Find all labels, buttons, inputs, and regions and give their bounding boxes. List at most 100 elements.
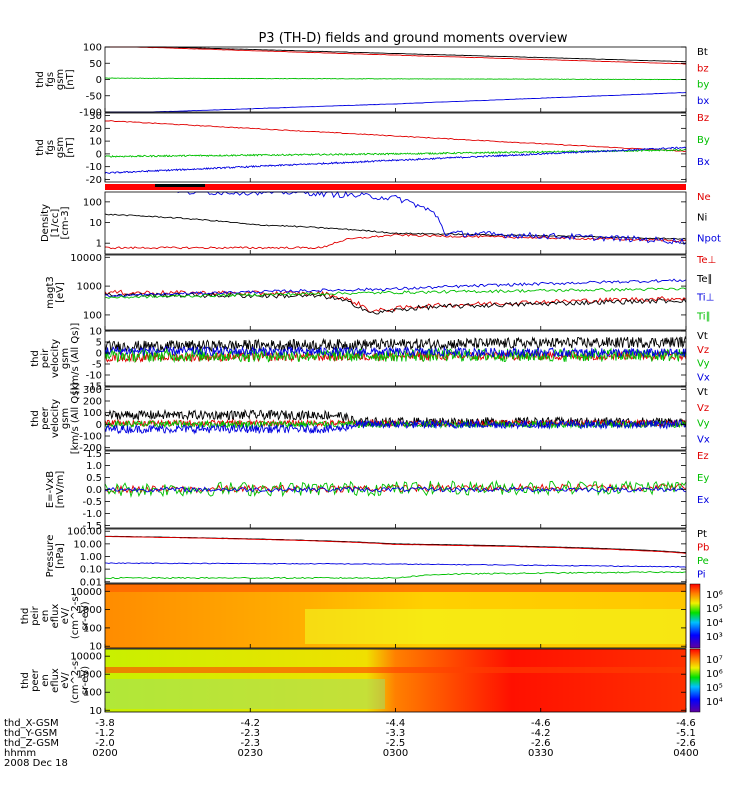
y-axis-label-line: peer: [30, 668, 41, 692]
legend-entry: bz: [697, 63, 709, 74]
y-axis-label-line: peir: [40, 348, 51, 368]
y-axis-label-line: thd: [20, 608, 31, 625]
legend-entry: Ex: [697, 495, 709, 506]
series-line: [104, 536, 687, 554]
y-tick-label: 1000: [77, 670, 102, 681]
y-axis-label-line: thd: [30, 350, 41, 367]
y-axis-label-line: eflux: [50, 668, 61, 693]
y-tick-label: -1.0: [82, 509, 102, 520]
y-axis-label-line: thd: [35, 71, 46, 88]
y-axis-label-line: velocity: [50, 399, 61, 438]
legend-entry: Pi: [697, 570, 706, 581]
y-tick-label: 0.01: [80, 577, 102, 588]
y-tick-label: 10: [89, 706, 102, 717]
colorbar-label: 10⁷: [706, 655, 723, 666]
legend-entry: bx: [697, 96, 709, 107]
legend-entry: Pb: [697, 543, 709, 554]
y-axis-label: E=-VxB[mV/m]: [45, 471, 66, 509]
y-tick-label: 0: [96, 75, 102, 86]
legend-entry: Ey: [697, 473, 709, 484]
legend-entry: Vt: [697, 331, 708, 342]
y-axis-label-line: [1/cc]: [50, 209, 61, 238]
x-tick-label: 0300: [383, 748, 408, 759]
y-tick-label: 200: [83, 397, 102, 408]
colorbar: [689, 648, 701, 713]
y-axis-label-line: gsm: [55, 137, 66, 158]
y-axis-label-line: fgs: [45, 72, 56, 87]
y-tick-label: -20: [86, 175, 102, 186]
legend-entry: Vz: [697, 345, 709, 356]
y-axis-label: Density[1/cc][cm-3]: [40, 204, 71, 242]
y-axis-label-line: gsm: [60, 348, 71, 369]
legend-entry: Bt: [697, 47, 708, 58]
y-axis-label-line: sr-eV): [80, 666, 91, 695]
y-tick-label: 1.5: [86, 449, 102, 460]
ephemeris-label: 2008 Dec 18: [4, 758, 68, 769]
series-line: [104, 148, 687, 158]
x-tick-label: 0330: [528, 748, 553, 759]
ephemeris-value: -3.8: [95, 718, 115, 729]
y-tick-label: -100: [79, 108, 102, 119]
ephemeris-value: -2.0: [95, 738, 115, 749]
y-tick-label: 100.00: [67, 527, 102, 538]
y-tick-label: 0.5: [86, 473, 102, 484]
y-tick-label: 0: [96, 420, 102, 431]
y-axis-label-line: en: [40, 674, 51, 687]
legend-entry: Ti∥: [696, 311, 711, 322]
panel-stack: Btbzbybx100500-50-100thdfgsgsm[nT]BzByBx…: [20, 43, 723, 717]
series-line: [177, 190, 687, 246]
y-tick-label: 100: [83, 43, 102, 54]
panel-6: VtVzVyVx3002001000-100-200thdpeervelocit…: [30, 383, 710, 455]
y-axis-label-line: sr-eV): [80, 601, 91, 630]
series-line: [104, 77, 687, 81]
y-tick-label: 10000: [70, 652, 102, 663]
y-axis-label-line: E=-VxB: [45, 471, 56, 508]
y-axis-label-line: en: [40, 610, 51, 623]
series-line: [104, 287, 687, 299]
colorbar-label: 10³: [706, 632, 723, 643]
y-tick-label: 5: [96, 338, 102, 349]
y-axis-label-line: [km/s (All Qs)]: [70, 323, 81, 395]
x-tick-label: 0200: [92, 748, 117, 759]
panel-1: Bt bz by bx 100 50 0 -50 -100 thdfgsgsm[nT]: [35, 43, 709, 119]
y-tick-label: -50: [86, 91, 102, 102]
legend-entry: Ti⊥: [696, 293, 714, 304]
ephemeris-value: -4.4: [386, 718, 406, 729]
quality-flag-gap: [155, 184, 205, 187]
colorbar-label: 10⁵: [706, 604, 723, 615]
ephemeris-value: -2.3: [240, 738, 260, 749]
legend-entry: Te∥: [696, 274, 713, 285]
y-tick-label: 0.10: [80, 565, 102, 576]
y-axis-label-line: [mV/m]: [55, 471, 66, 509]
x-tick-label: 0230: [238, 748, 263, 759]
y-tick-label: -10: [86, 162, 102, 173]
legend-entry: Pt: [697, 529, 707, 540]
y-axis-label-line: [cm-3]: [60, 206, 71, 239]
panel-10: 10⁷ 10⁶ 10⁵ 10⁴ 10000 1000 100 10 thdpeereneflux…: [20, 648, 723, 717]
y-tick-label: -0.5: [82, 497, 102, 508]
series-line: [105, 46, 686, 65]
series-line: [105, 46, 687, 63]
y-axis-label: thdpeirvelocitygsm[km/s (All Qs)]: [30, 323, 81, 395]
y-axis-label: thdfgsgsm[nT]: [35, 137, 76, 158]
y-tick-label: 1.0: [86, 461, 102, 472]
ephemeris-value: -4.2: [240, 718, 260, 729]
ephemeris-label: hhmm: [4, 748, 36, 759]
y-tick-label: -10: [86, 371, 102, 382]
y-tick-label: -100: [79, 432, 102, 443]
quality-flag-bar: [105, 184, 686, 190]
y-tick-label: 10000: [70, 253, 102, 264]
series-line: [104, 213, 687, 240]
y-axis-label-line: thd: [20, 672, 31, 689]
y-axis-label-line: peir: [30, 605, 41, 625]
y-tick-label: 100: [83, 408, 102, 419]
ephemeris-value: -2.5: [386, 738, 406, 749]
y-axis-label-line: magt3: [45, 276, 56, 309]
y-tick-label: 1.00: [80, 552, 102, 563]
y-tick-label: 10: [89, 137, 102, 148]
y-axis-label: thdpeirenefluxeV/(cm^2-s-sr-eV): [20, 592, 91, 639]
y-axis-label-line: thd: [30, 410, 41, 427]
colorbar-label: 10⁶: [706, 590, 723, 601]
